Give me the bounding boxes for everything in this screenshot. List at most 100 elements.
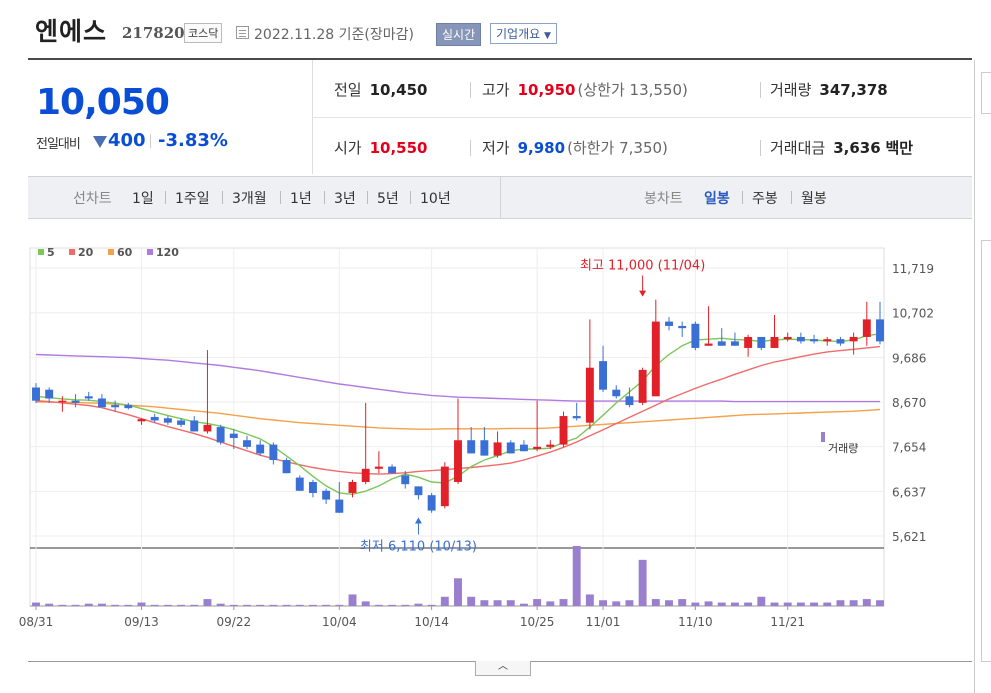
row-divider xyxy=(312,117,972,118)
candle-body xyxy=(361,468,370,482)
date-text: 2022.11.28 기준(장마감) xyxy=(254,27,414,43)
company-overview-label: 기업개요 xyxy=(496,27,541,41)
candle-body xyxy=(322,490,331,500)
candle-body xyxy=(229,433,238,439)
volume-bar xyxy=(256,604,265,606)
x-tick-label: 11/01 xyxy=(586,615,621,629)
tab-1d[interactable]: 1일 xyxy=(132,191,154,207)
volume-bar xyxy=(730,602,739,606)
tab-10y[interactable]: 10년 xyxy=(420,191,451,207)
volume-bar xyxy=(691,602,700,606)
tab-1w[interactable]: 1주일 xyxy=(175,191,210,207)
candle-body xyxy=(467,440,476,454)
volume-bar xyxy=(546,601,555,606)
candle-body xyxy=(546,444,555,447)
volume-bar xyxy=(519,603,528,606)
candle-body xyxy=(111,405,120,408)
annotation-low-label: 최저 6,110 (10/13) xyxy=(360,540,477,555)
volume-bar xyxy=(203,599,212,606)
volume-bar xyxy=(467,596,476,606)
price-box: 10,050 전일대비 400 -3.83% xyxy=(28,60,313,174)
candle-body xyxy=(519,444,528,452)
candle-body xyxy=(348,481,357,493)
volume-bar xyxy=(783,602,792,606)
candle-body xyxy=(388,466,397,474)
candle-body xyxy=(454,440,462,482)
candle-body xyxy=(836,339,845,344)
legend-swatch xyxy=(69,249,75,255)
prev-close-cell: 전일 10,450 xyxy=(334,79,428,100)
volume-bar xyxy=(111,604,120,606)
volume-bar xyxy=(427,604,436,606)
legend-swatch xyxy=(147,249,153,255)
change-separator xyxy=(150,134,151,148)
x-tick-label: 09/13 xyxy=(124,615,159,629)
candle-body xyxy=(97,398,106,408)
amount-unit: 백만 xyxy=(885,139,914,157)
candle-body xyxy=(32,387,40,401)
separator xyxy=(760,82,761,98)
candle-body xyxy=(177,420,186,425)
candle-body xyxy=(190,420,199,432)
candle-body xyxy=(480,440,489,456)
volume-bar xyxy=(678,599,687,606)
tab-3m[interactable]: 3개월 xyxy=(232,191,267,207)
candle-body xyxy=(71,400,80,403)
current-price: 10,050 xyxy=(36,82,170,123)
tab-daily[interactable]: 일봉 xyxy=(704,191,730,207)
change-value: 400 xyxy=(108,130,146,151)
tab-1y[interactable]: 1년 xyxy=(290,191,312,207)
volume-bar xyxy=(612,601,621,606)
candle-body xyxy=(203,424,212,432)
prev-close-label: 전일 xyxy=(334,81,362,99)
volume-label: 거래량 xyxy=(770,81,812,99)
candle-body xyxy=(427,495,436,511)
volume-bar xyxy=(401,604,410,606)
legend-swatch xyxy=(38,249,44,255)
y-tick-label: 5,621 xyxy=(892,530,926,544)
volume-bar xyxy=(282,604,291,606)
volume-bar xyxy=(216,603,225,606)
tab-5y[interactable]: 5년 xyxy=(377,191,399,207)
tab-separator xyxy=(324,191,325,204)
volume-bar xyxy=(32,602,40,606)
open-label: 시가 xyxy=(334,139,362,157)
change-label: 전일대비 xyxy=(36,137,81,152)
volume-bar xyxy=(229,604,238,606)
tab-3y[interactable]: 3년 xyxy=(334,191,356,207)
volume-bar xyxy=(506,600,515,606)
volume-bar xyxy=(361,601,370,606)
candle-body xyxy=(862,319,871,337)
candle-body xyxy=(295,477,304,491)
volume-bar xyxy=(480,600,489,606)
open-cell: 시가 10,550 xyxy=(334,137,428,158)
x-tick-label: 10/04 xyxy=(322,615,357,629)
candle-body xyxy=(493,442,502,456)
candle-body xyxy=(256,444,265,454)
legend-label: 120 xyxy=(156,246,179,259)
market-badge: 코스닥 xyxy=(184,23,223,43)
collapse-chart-button[interactable]: ︿ xyxy=(475,661,531,676)
low-cell: 저가 9,980 (하한가 7,350) xyxy=(482,137,668,158)
volume-bar xyxy=(704,601,713,606)
volume-bar xyxy=(71,604,80,606)
stock-header: 엔에스 217820 코스닥 2022.11.28 기준(장마감) 실시간 기업… xyxy=(0,0,991,64)
realtime-button[interactable]: 실시간 xyxy=(436,23,482,46)
side-box xyxy=(981,240,991,662)
candle-body xyxy=(849,336,858,342)
candle-body xyxy=(678,325,687,329)
company-overview-button[interactable]: 기업개요 ▼ xyxy=(490,23,557,44)
tab-monthly[interactable]: 월봉 xyxy=(801,191,827,207)
volume-bar xyxy=(150,604,159,606)
x-tick-label: 11/10 xyxy=(678,615,713,629)
amount-label: 거래대금 xyxy=(770,139,826,157)
candle-body xyxy=(282,460,291,474)
tabs-divider xyxy=(500,177,501,218)
volume-bar xyxy=(744,602,753,606)
line-chart-label: 선차트 xyxy=(73,191,112,207)
volume-bar xyxy=(572,546,581,606)
volume-bar xyxy=(493,600,502,606)
legend-label: 5 xyxy=(47,246,55,259)
x-tick-label: 10/25 xyxy=(520,615,555,629)
tab-weekly[interactable]: 주봉 xyxy=(752,191,778,207)
